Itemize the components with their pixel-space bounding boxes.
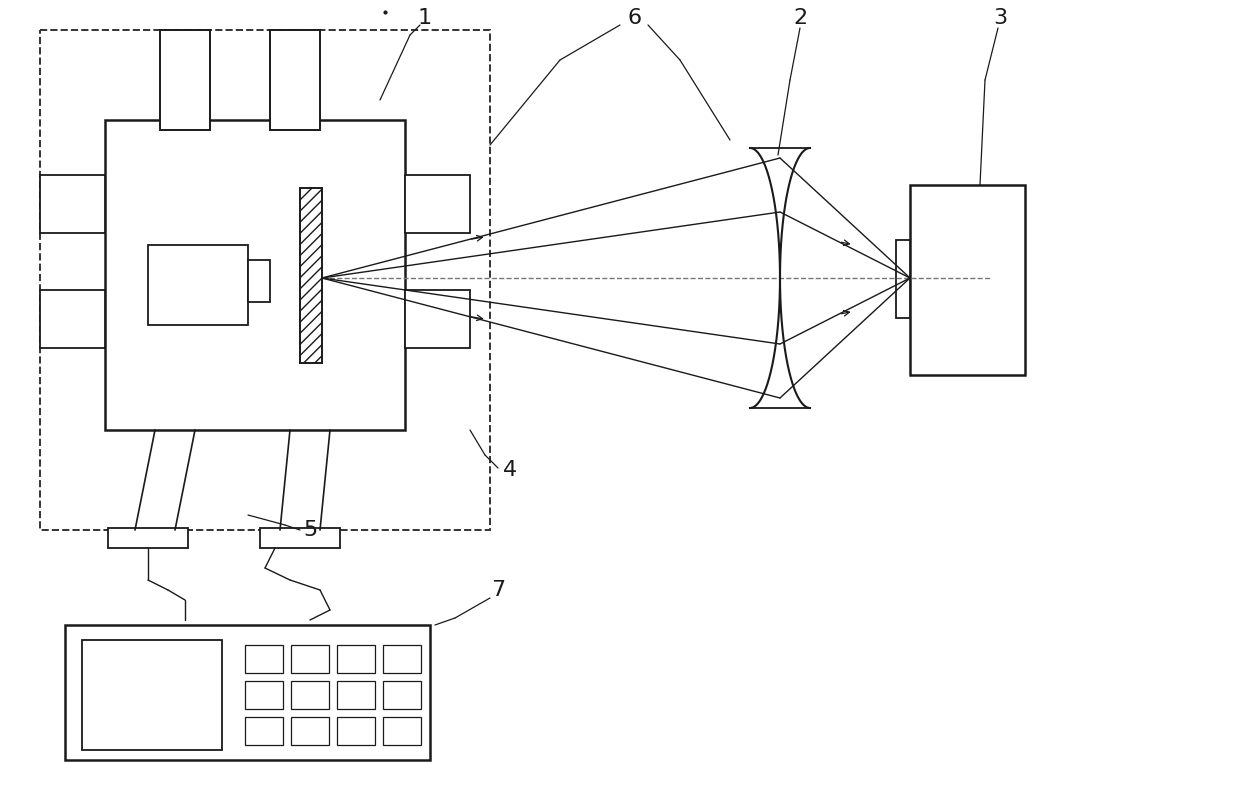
Bar bbox=[246, 681, 283, 709]
Text: 5: 5 bbox=[303, 520, 317, 540]
Text: 2: 2 bbox=[792, 8, 807, 28]
Text: 7: 7 bbox=[491, 580, 505, 600]
Bar bbox=[148, 245, 248, 325]
Bar bbox=[291, 717, 329, 745]
Bar bbox=[246, 645, 283, 673]
Bar bbox=[108, 528, 188, 548]
Bar bbox=[910, 185, 1025, 375]
Bar bbox=[383, 717, 422, 745]
Bar bbox=[248, 260, 270, 302]
Bar bbox=[260, 528, 340, 548]
Bar bbox=[405, 175, 470, 233]
Bar bbox=[383, 681, 422, 709]
Bar bbox=[125, 145, 384, 415]
Bar bbox=[405, 290, 470, 348]
Bar bbox=[105, 120, 405, 430]
Bar bbox=[82, 640, 222, 750]
Text: 3: 3 bbox=[993, 8, 1007, 28]
Text: 4: 4 bbox=[503, 460, 517, 480]
Bar bbox=[337, 681, 374, 709]
Bar bbox=[300, 188, 322, 363]
Bar bbox=[160, 30, 210, 130]
Bar bbox=[64, 625, 430, 760]
Text: 6: 6 bbox=[627, 8, 642, 28]
Bar bbox=[897, 240, 910, 318]
Bar bbox=[40, 175, 105, 233]
Bar bbox=[270, 30, 320, 130]
Bar bbox=[40, 290, 105, 348]
Text: 1: 1 bbox=[418, 8, 432, 28]
Bar bbox=[383, 645, 422, 673]
Bar bbox=[337, 645, 374, 673]
Bar bbox=[246, 717, 283, 745]
Bar bbox=[291, 681, 329, 709]
Bar bbox=[40, 30, 490, 530]
Bar bbox=[337, 717, 374, 745]
Bar bbox=[291, 645, 329, 673]
